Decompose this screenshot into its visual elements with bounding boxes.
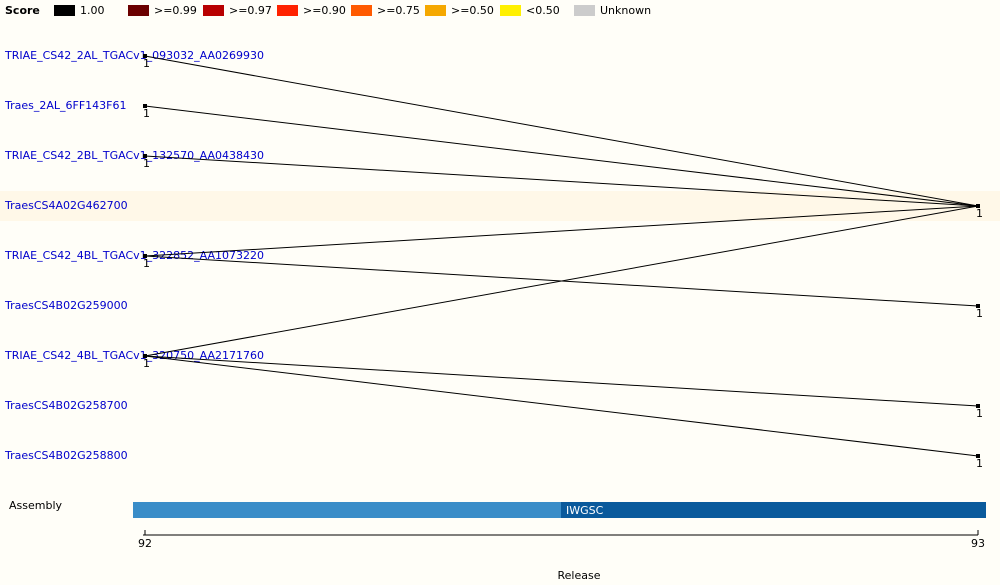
assembly-bar: [133, 502, 561, 518]
node-score: 1: [976, 307, 983, 320]
id-link[interactable]: TraesCS4B02G258700: [4, 399, 128, 412]
legend-label: Unknown: [600, 4, 651, 17]
legend-swatch: [128, 5, 149, 16]
edge: [144, 355, 979, 407]
node-score: 1: [143, 57, 150, 70]
id-link[interactable]: TRIAE_CS42_2AL_TGACv1_093032_AA0269930: [4, 49, 264, 62]
axis-tick-label: 92: [138, 537, 152, 550]
id-link[interactable]: TraesCS4A02G462700: [4, 199, 128, 212]
legend-title: Score: [5, 4, 40, 17]
node-score: 1: [143, 257, 150, 270]
id-link[interactable]: TRIAE_CS42_2BL_TGACv1_132570_AA0438430: [4, 149, 264, 162]
id-link[interactable]: TraesCS4B02G258800: [4, 449, 128, 462]
legend-swatch: [54, 5, 75, 16]
legend-label: >=0.90: [303, 4, 346, 17]
legend-swatch: [203, 5, 224, 16]
legend-label: >=0.97: [229, 4, 272, 17]
node[interactable]: [976, 304, 980, 308]
id-link[interactable]: TRIAE_CS42_4BL_TGACv1_320750_AA2171760: [4, 349, 264, 362]
edge: [144, 205, 979, 357]
legend-swatch: [351, 5, 372, 16]
edge: [144, 105, 979, 207]
legend-label: >=0.75: [377, 4, 420, 17]
assembly-name: IWGSC: [566, 504, 604, 517]
node-score: 1: [143, 357, 150, 370]
legend-label: >=0.50: [451, 4, 494, 17]
highlight-row: [0, 191, 1000, 221]
node-score: 1: [143, 157, 150, 170]
edge: [144, 355, 979, 457]
node[interactable]: [143, 154, 147, 158]
node-score: 1: [143, 107, 150, 120]
assembly-bar: [561, 502, 986, 518]
edge: [144, 55, 979, 207]
legend-swatch: [425, 5, 446, 16]
legend-label: 1.00: [80, 4, 105, 17]
legend-swatch: [500, 5, 521, 16]
legend-label: <0.50: [526, 4, 560, 17]
node[interactable]: [143, 104, 147, 108]
legend-label: >=0.99: [154, 4, 197, 17]
legend-swatch: [574, 5, 595, 16]
node[interactable]: [143, 354, 147, 358]
legend-swatch: [277, 5, 298, 16]
id-link[interactable]: TraesCS4B02G259000: [4, 299, 128, 312]
axis-tick-label: 93: [971, 537, 985, 550]
id-link[interactable]: Traes_2AL_6FF143F61: [4, 99, 127, 112]
node[interactable]: [976, 204, 980, 208]
node-score: 1: [976, 207, 983, 220]
node[interactable]: [976, 454, 980, 458]
axis-title: Release: [558, 569, 601, 582]
node-score: 1: [976, 407, 983, 420]
node[interactable]: [143, 54, 147, 58]
node-score: 1: [976, 457, 983, 470]
node[interactable]: [143, 254, 147, 258]
node[interactable]: [976, 404, 980, 408]
edge: [144, 155, 979, 207]
assembly-label: Assembly: [9, 499, 63, 512]
edge: [144, 205, 979, 257]
